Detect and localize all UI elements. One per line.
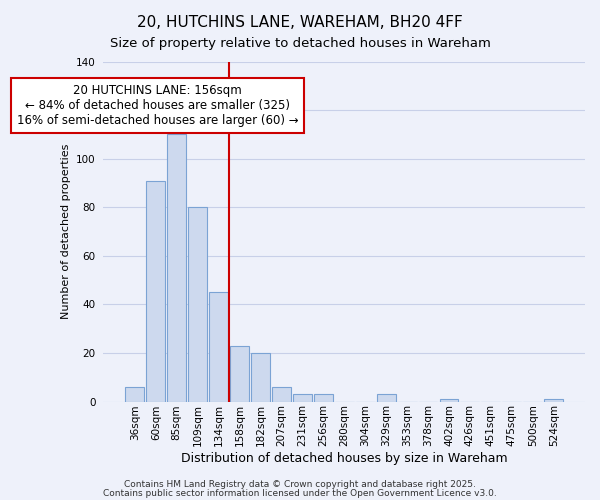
Bar [272, 387, 291, 402]
Bar [146, 180, 165, 402]
Bar [251, 353, 270, 402]
Bar [314, 394, 333, 402]
Bar [293, 394, 312, 402]
Text: Contains public sector information licensed under the Open Government Licence v3: Contains public sector information licen… [103, 488, 497, 498]
Bar [544, 399, 563, 402]
Text: Contains HM Land Registry data © Crown copyright and database right 2025.: Contains HM Land Registry data © Crown c… [124, 480, 476, 489]
Y-axis label: Number of detached properties: Number of detached properties [61, 144, 71, 319]
Text: Size of property relative to detached houses in Wareham: Size of property relative to detached ho… [110, 38, 490, 51]
Bar [188, 207, 207, 402]
Text: 20 HUTCHINS LANE: 156sqm
← 84% of detached houses are smaller (325)
16% of semi-: 20 HUTCHINS LANE: 156sqm ← 84% of detach… [17, 84, 298, 126]
Text: 20, HUTCHINS LANE, WAREHAM, BH20 4FF: 20, HUTCHINS LANE, WAREHAM, BH20 4FF [137, 15, 463, 30]
Bar [230, 346, 249, 402]
Bar [377, 394, 395, 402]
X-axis label: Distribution of detached houses by size in Wareham: Distribution of detached houses by size … [181, 452, 508, 465]
Bar [440, 399, 458, 402]
Bar [167, 134, 186, 402]
Bar [209, 292, 228, 402]
Bar [125, 387, 144, 402]
